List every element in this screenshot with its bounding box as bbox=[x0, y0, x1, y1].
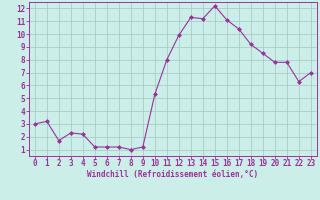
X-axis label: Windchill (Refroidissement éolien,°C): Windchill (Refroidissement éolien,°C) bbox=[87, 170, 258, 179]
